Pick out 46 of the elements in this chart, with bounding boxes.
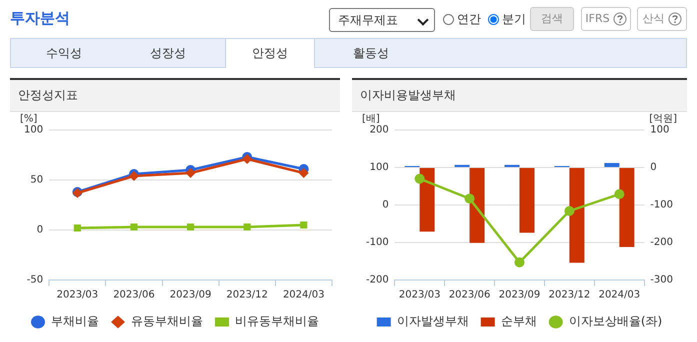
legend-label: 부채비율 <box>51 314 99 328</box>
x-tick-label: 2023/09 <box>498 290 540 301</box>
text: 검색 <box>530 7 574 31</box>
y-tick-label: 100 <box>370 162 389 174</box>
y-tick-label: 200 <box>370 124 389 136</box>
y2-tick-label: 0 <box>650 162 657 174</box>
x-tick-label: 2023/12 <box>226 290 268 301</box>
legend-label: 순부채 <box>500 314 537 328</box>
y-axis-title: [배] <box>362 114 380 125</box>
x-tick-label: 2024/03 <box>282 290 324 301</box>
text: 연간 <box>456 11 481 28</box>
y-tick-label: 0 <box>36 224 44 236</box>
x-tick-label: 2023/03 <box>56 290 98 301</box>
x-tick-label: 2023/06 <box>113 290 155 301</box>
x-tick-label: 2023/03 <box>398 290 440 301</box>
y-axis-title: [%] <box>20 114 38 125</box>
y2-axis-title: [억원] <box>649 114 678 125</box>
legend-label: 이자보상배율(좌) <box>568 314 662 328</box>
chart-title: 안정성지표 <box>10 80 340 112</box>
x-tick-label: 2023/12 <box>548 290 590 301</box>
y2-tick-label: -200 <box>650 237 674 248</box>
legend-label: 이자발생부채 <box>396 314 469 328</box>
text: 활동성 <box>352 45 390 62</box>
text: IFRS <box>581 7 631 31</box>
y-tick-label: 0 <box>382 200 389 211</box>
text: 안정성 <box>225 38 315 68</box>
chart-title: 이자비용발생부채 <box>352 80 687 112</box>
x-tick-label: 2023/06 <box>448 290 490 301</box>
legend-label: 비유동부채비율 <box>235 314 319 328</box>
text: 수익성 <box>45 45 83 62</box>
text: 성장성 <box>149 45 187 62</box>
y-tick-label: -200 <box>366 274 389 286</box>
x-tick-label: 2023/09 <box>170 290 212 301</box>
text: 산식 <box>637 7 687 31</box>
y-tick-label: 50 <box>30 174 44 186</box>
y-tick-label: -100 <box>366 237 389 248</box>
y2-tick-label: -100 <box>650 200 674 211</box>
text: 투자분석 <box>10 9 70 28</box>
y2-tick-label: -300 <box>650 274 674 286</box>
text: 주재무제표 <box>329 8 435 32</box>
y-tick-label: 100 <box>24 124 44 136</box>
legend-label: 유동부채비율 <box>131 314 203 328</box>
x-tick-label: 2024/03 <box>598 290 640 301</box>
y2-tick-label: 100 <box>650 124 670 136</box>
text: 분기 <box>501 11 526 28</box>
y-tick-label: -50 <box>26 274 44 286</box>
